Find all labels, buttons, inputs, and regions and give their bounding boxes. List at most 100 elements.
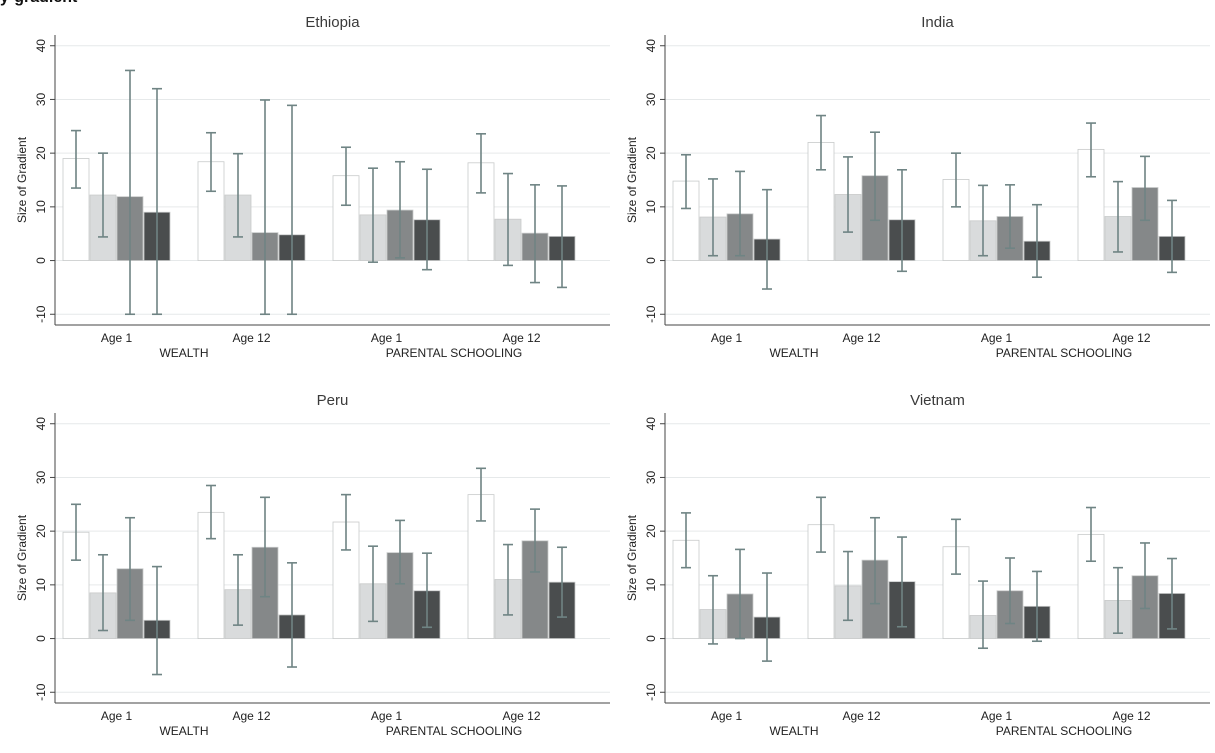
- panel-india-errorbar: [735, 170, 745, 257]
- panel-peru-y-tick-label: 30: [34, 470, 48, 484]
- panel-peru-errorbar: [233, 553, 243, 626]
- panel-india-errorbar: [978, 184, 988, 257]
- panel-india-y-tick-label: 40: [644, 39, 658, 53]
- panel-india-bar: [672, 180, 700, 261]
- panel-india-errorbar: [1113, 180, 1123, 253]
- panel-india-x-tick-label: Age 12: [842, 331, 880, 345]
- panel-india-errorbar: [681, 153, 691, 210]
- panel-peru-errorbar: [71, 503, 81, 561]
- panel-peru-x-tick-label: Age 12: [502, 709, 540, 723]
- panel-peru-errorbar: [152, 565, 162, 676]
- panel-ethiopia-y-tick-label: -10: [34, 305, 48, 323]
- panel-vietnam-y-tick-label: 20: [644, 524, 658, 538]
- panel-peru-y-tick-label: 10: [34, 578, 48, 592]
- panel-india-measure-label: WEALTH: [769, 346, 818, 360]
- panel-ethiopia-y-tick-label: 20: [34, 146, 48, 160]
- panel-vietnam-y-tick-label: 10: [644, 578, 658, 592]
- panel-ethiopia-x-tick-label: Age 1: [371, 331, 403, 345]
- panel-vietnam-y-tick-label: 40: [644, 417, 658, 431]
- panel-india-measure-label: PARENTAL SCHOOLING: [996, 346, 1132, 360]
- panel-india-y-tick-label: 0: [644, 257, 658, 264]
- panel-india-errorbar: [1005, 184, 1015, 250]
- panel-india-errorbar: [1140, 155, 1150, 222]
- panel-ethiopia-x-tick-label: Age 12: [502, 331, 540, 345]
- panel-ethiopia-y-label: Size of Gradient: [15, 136, 29, 223]
- panel-ethiopia-errorbar: [557, 185, 567, 289]
- panel-ethiopia-errorbar: [98, 152, 108, 238]
- panel-ethiopia-errorbar: [422, 168, 432, 271]
- panel-vietnam-errorbar: [1167, 557, 1177, 630]
- panel-peru-errorbar: [98, 553, 108, 632]
- panel-india-errorbar: [843, 156, 853, 233]
- panel-ethiopia-errorbar: [71, 129, 81, 189]
- panel-peru-errorbar: [125, 516, 135, 622]
- panel-vietnam-errorbar: [762, 572, 772, 662]
- panel-peru: Peru -10 0 10 20 30 40 Size of Gradient Age 1 Age…: [15, 392, 610, 738]
- panel-ethiopia-errorbar: [206, 131, 216, 193]
- panel-vietnam-errorbar: [1005, 557, 1015, 625]
- panel-peru-errorbar: [476, 467, 486, 522]
- panel-vietnam-errorbar: [1113, 566, 1123, 634]
- panel-ethiopia-errorbar: [341, 146, 351, 207]
- panel-india-y-tick-label: 30: [644, 92, 658, 106]
- panel-vietnam-errorbar: [1032, 570, 1042, 643]
- panel-india-y-tick-label: 10: [644, 200, 658, 214]
- panel-india-y-label: Size of Gradient: [625, 136, 639, 223]
- panel-vietnam-x-tick-label: Age 1: [981, 709, 1013, 723]
- panel-india-errorbar: [951, 152, 961, 208]
- panel-india-errorbar: [1167, 199, 1177, 274]
- panel-india-x-tick-label: Age 1: [711, 331, 743, 345]
- panel-ethiopia-x-tick-label: Age 1: [101, 331, 133, 345]
- panel-vietnam-errorbar: [1140, 542, 1150, 610]
- panel-vietnam-y-tick-label: 0: [644, 635, 658, 642]
- panel-vietnam-errorbar: [843, 550, 853, 622]
- panel-india-errorbar: [708, 178, 718, 257]
- panel-vietnam-measure-label: WEALTH: [769, 724, 818, 738]
- panel-vietnam-x-tick-label: Age 12: [1112, 709, 1150, 723]
- panel-peru-y-tick-label: -10: [34, 683, 48, 701]
- panel-india-x-tick-label: Age 1: [981, 331, 1013, 345]
- panel-ethiopia-errorbar: [368, 167, 378, 263]
- panel-ethiopia-errorbar: [503, 172, 513, 267]
- panel-vietnam-errorbar: [870, 516, 880, 605]
- panel-peru-errorbar: [395, 519, 405, 585]
- panel-peru-errorbar: [422, 552, 432, 629]
- panel-india-errorbar: [897, 168, 907, 273]
- panel-peru-errorbar: [530, 508, 540, 573]
- panel-peru-errorbar: [206, 484, 216, 540]
- panel-vietnam-errorbar: [735, 548, 745, 640]
- panel-ethiopia-title: Ethiopia: [305, 14, 360, 31]
- panel-vietnam-errorbar: [708, 574, 718, 645]
- panel-peru-bar: [467, 494, 495, 639]
- panel-peru-errorbar: [368, 545, 378, 623]
- panel-ethiopia-measure-label: WEALTH: [159, 346, 208, 360]
- panel-india-errorbar: [816, 114, 826, 171]
- panel-vietnam-y-tick-label: 30: [644, 470, 658, 484]
- panel-peru-y-label: Size of Gradient: [15, 514, 29, 601]
- panel-ethiopia-errorbar: [233, 152, 243, 238]
- panel-peru-errorbar: [287, 562, 297, 668]
- panel-peru-errorbar: [341, 493, 351, 551]
- panel-vietnam-errorbar: [816, 496, 826, 553]
- panel-peru-y-tick-label: 40: [34, 417, 48, 431]
- panel-india-y-tick-label: -10: [644, 305, 658, 323]
- panel-ethiopia-errorbar: [152, 87, 162, 316]
- panel-ethiopia-errorbar: [530, 184, 540, 284]
- panel-india: India -10 0 10 20 30 40 Size of Gradient Age 1 Ag…: [625, 14, 1210, 360]
- panel-vietnam-y-tick-label: -10: [644, 683, 658, 701]
- panel-india-errorbar: [1086, 122, 1096, 178]
- panel-ethiopia-x-tick-label: Age 12: [232, 331, 270, 345]
- panel-peru-x-tick-label: Age 12: [232, 709, 270, 723]
- panel-peru-x-tick-label: Age 1: [101, 709, 133, 723]
- panel-india-x-tick-label: Age 12: [1112, 331, 1150, 345]
- panel-ethiopia-measure-label: PARENTAL SCHOOLING: [386, 346, 522, 360]
- panel-vietnam-y-label: Size of Gradient: [625, 514, 639, 601]
- panel-ethiopia-y-tick-label: 40: [34, 39, 48, 53]
- panel-peru-measure-label: WEALTH: [159, 724, 208, 738]
- panel-india-errorbar: [762, 188, 772, 290]
- panel-peru-errorbar: [260, 496, 270, 598]
- panel-peru-errorbar: [557, 546, 567, 618]
- panel-ethiopia-errorbar: [260, 99, 270, 316]
- panel-vietnam-errorbar: [681, 512, 691, 569]
